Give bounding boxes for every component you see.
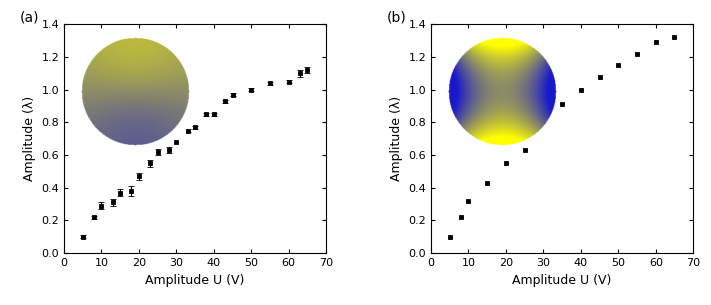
Text: (a): (a) <box>19 11 39 25</box>
Text: (b): (b) <box>387 11 406 25</box>
X-axis label: Amplitude U (V): Amplitude U (V) <box>145 274 245 287</box>
Y-axis label: Amplitude (λ): Amplitude (λ) <box>390 96 403 181</box>
X-axis label: Amplitude U (V): Amplitude U (V) <box>513 274 612 287</box>
Y-axis label: Amplitude (λ): Amplitude (λ) <box>23 96 36 181</box>
